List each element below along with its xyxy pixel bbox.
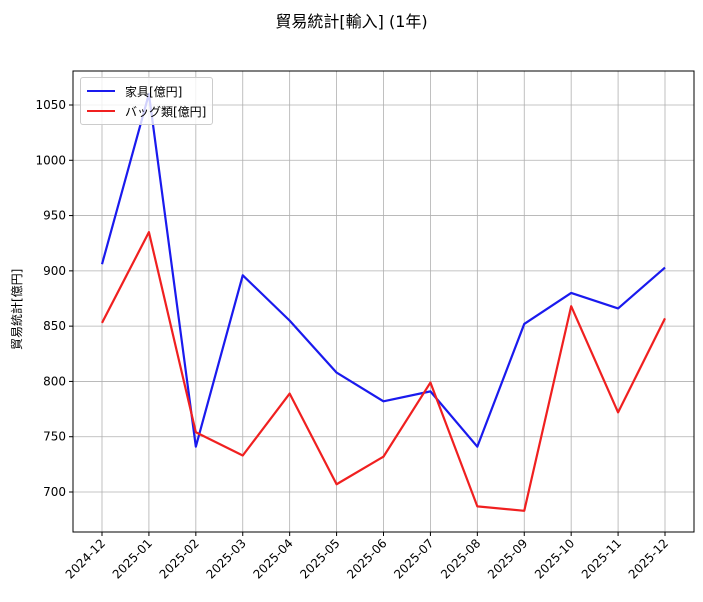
svg-text:2025-02: 2025-02 <box>157 536 202 581</box>
svg-text:700: 700 <box>43 485 66 499</box>
legend-label: バッグ類[億円] <box>125 104 207 119</box>
x-tick: 2025-04 <box>250 532 296 582</box>
svg-text:2025-05: 2025-05 <box>297 536 342 581</box>
svg-text:900: 900 <box>43 264 66 278</box>
svg-text:2024-12: 2024-12 <box>63 536 108 581</box>
x-tick: 2025-07 <box>391 532 437 582</box>
x-tick: 2025-09 <box>485 532 530 582</box>
svg-text:2025-09: 2025-09 <box>485 536 530 581</box>
svg-text:2025-07: 2025-07 <box>391 536 436 581</box>
y-tick: 1000 <box>35 153 73 167</box>
y-tick: 700 <box>43 485 73 499</box>
svg-text:1000: 1000 <box>35 153 66 167</box>
svg-text:950: 950 <box>43 209 66 223</box>
y-tick: 750 <box>43 430 73 444</box>
y-tick: 900 <box>43 264 73 278</box>
x-tick: 2025-06 <box>344 532 390 582</box>
svg-text:1050: 1050 <box>35 98 66 112</box>
legend-swatch-red <box>87 110 115 112</box>
svg-text:2025-06: 2025-06 <box>344 536 389 581</box>
svg-text:2025-12: 2025-12 <box>626 536 671 581</box>
x-tick: 2025-10 <box>532 532 577 582</box>
svg-text:2025-08: 2025-08 <box>438 536 483 581</box>
legend: 家具[億円] バッグ類[億円] <box>80 77 214 125</box>
x-tick: 2024-12 <box>63 532 108 582</box>
series-line-0 <box>100 92 666 448</box>
x-tick: 2025-08 <box>438 532 483 582</box>
chart-title: 貿易統計[輸入] (1年) <box>275 12 428 31</box>
svg-text:2025-03: 2025-03 <box>204 536 249 581</box>
x-tick: 2025-01 <box>110 532 155 582</box>
svg-text:750: 750 <box>43 430 66 444</box>
svg-text:800: 800 <box>43 374 66 388</box>
y-tick: 1050 <box>35 98 73 112</box>
svg-text:850: 850 <box>43 319 66 333</box>
legend-item-furniture: 家具[億円] <box>87 81 206 101</box>
x-tick: 2025-03 <box>204 532 249 582</box>
svg-text:2025-01: 2025-01 <box>110 536 155 581</box>
svg-text:2025-04: 2025-04 <box>250 536 295 581</box>
y-tick: 950 <box>43 209 73 223</box>
series-line-1 <box>101 231 666 512</box>
x-tick: 2025-05 <box>297 532 343 582</box>
legend-item-bags: バッグ類[億円] <box>87 101 206 121</box>
legend-swatch-blue <box>87 90 115 92</box>
svg-text:2025-11: 2025-11 <box>579 536 624 581</box>
x-tick: 2025-02 <box>157 532 202 582</box>
x-tick: 2025-11 <box>579 532 624 582</box>
svg-text:2025-10: 2025-10 <box>532 536 577 581</box>
y-tick: 800 <box>43 374 73 388</box>
y-tick: 850 <box>43 319 73 333</box>
legend-label: 家具[億円] <box>125 84 183 99</box>
x-tick: 2025-12 <box>626 532 671 582</box>
